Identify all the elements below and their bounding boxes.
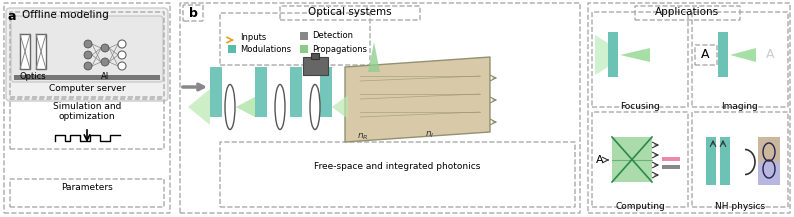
Text: b: b (188, 7, 198, 20)
Text: Parameters: Parameters (61, 182, 113, 191)
Circle shape (118, 62, 126, 70)
Circle shape (84, 51, 92, 59)
Bar (20, 34, 30, 69)
Text: Applications: Applications (655, 7, 719, 17)
Ellipse shape (225, 84, 235, 130)
Bar (303, 57, 328, 75)
Bar (320, 67, 332, 117)
Text: $n_R$: $n_R$ (357, 132, 368, 143)
FancyBboxPatch shape (6, 8, 168, 101)
Text: $n_I$: $n_I$ (426, 130, 434, 140)
Text: Optical systems: Optical systems (308, 7, 391, 17)
Bar (720, 137, 730, 185)
Text: A: A (701, 48, 709, 61)
Bar (14, 75, 160, 80)
Bar (758, 137, 780, 162)
Text: Imaging: Imaging (722, 102, 758, 111)
Bar (311, 53, 319, 59)
Polygon shape (236, 97, 255, 117)
Polygon shape (595, 35, 608, 75)
Text: Free-space and integrated photonics: Free-space and integrated photonics (314, 162, 480, 171)
Polygon shape (332, 95, 348, 119)
Bar (612, 137, 652, 182)
Text: Propagations: Propagations (312, 44, 367, 54)
Text: Simulation and
optimization: Simulation and optimization (53, 102, 121, 121)
Bar (36, 34, 46, 69)
Bar (718, 32, 728, 77)
Polygon shape (236, 97, 255, 117)
Text: Detection: Detection (312, 31, 353, 41)
Text: A: A (765, 48, 774, 61)
Circle shape (84, 40, 92, 48)
Polygon shape (345, 57, 490, 142)
Polygon shape (620, 48, 650, 62)
Bar (608, 32, 618, 77)
Circle shape (118, 40, 126, 48)
Text: Optics: Optics (20, 72, 46, 81)
Bar (662, 157, 680, 161)
Text: AI: AI (101, 72, 109, 81)
Text: Offline modeling: Offline modeling (22, 10, 109, 20)
Bar (228, 45, 236, 53)
Text: Focusing: Focusing (620, 102, 660, 111)
Polygon shape (188, 89, 210, 125)
Circle shape (101, 44, 109, 52)
Text: Modulations: Modulations (240, 44, 291, 54)
Bar (210, 67, 222, 117)
Text: Computer server: Computer server (48, 84, 125, 93)
Polygon shape (730, 48, 756, 62)
Text: Inputs: Inputs (240, 33, 266, 41)
Text: A: A (596, 155, 603, 165)
Circle shape (84, 62, 92, 70)
Bar (255, 67, 267, 117)
Text: a: a (7, 10, 16, 23)
Polygon shape (368, 42, 380, 72)
Bar (758, 137, 780, 185)
Text: Computing: Computing (615, 202, 665, 211)
Ellipse shape (310, 84, 320, 130)
Bar (662, 165, 680, 169)
Text: NH physics: NH physics (715, 202, 765, 211)
Bar (300, 45, 308, 53)
Ellipse shape (275, 84, 285, 130)
Circle shape (118, 51, 126, 59)
FancyBboxPatch shape (11, 16, 163, 82)
Bar (290, 67, 302, 117)
Circle shape (101, 58, 109, 66)
Bar (706, 137, 716, 185)
Bar (300, 32, 308, 40)
